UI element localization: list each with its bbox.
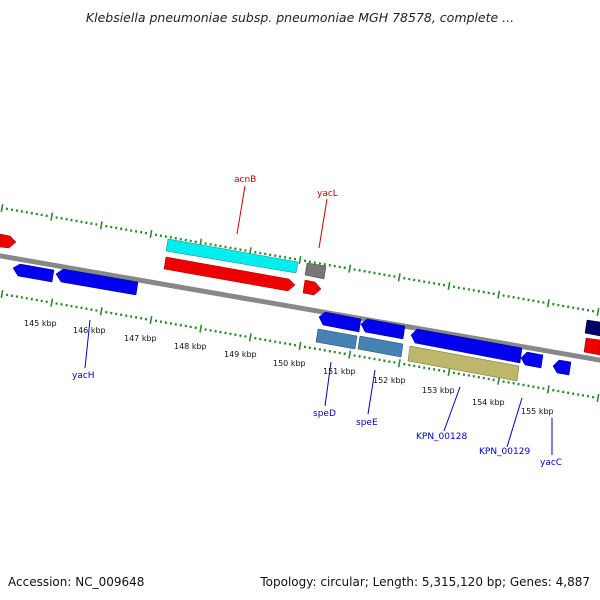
major-tick: [99, 307, 103, 316]
major-tick: [248, 333, 252, 342]
gene-arrow-yacL[interactable]: [302, 279, 322, 296]
gene-arrow-KPN-00128[interactable]: [410, 328, 523, 364]
gene-label-yacC[interactable]: yacC: [540, 458, 562, 468]
genome-backbone: [0, 253, 600, 363]
major-tick: [50, 298, 54, 307]
gene-arrow-right-edge-forward[interactable]: [583, 337, 600, 356]
kbp-label: 152 kbp: [373, 376, 406, 385]
gene-label-KPN-00128[interactable]: KPN_00128: [416, 432, 467, 442]
gene-arrow-left-1[interactable]: [12, 263, 55, 283]
gene-arrow-acnB[interactable]: [163, 256, 296, 292]
major-tick: [298, 255, 302, 265]
gene-arrow-partial-left[interactable]: [0, 233, 17, 249]
accession-text: Accession: NC_009648: [8, 575, 145, 589]
forward-features: [0, 233, 600, 356]
major-tick: [0, 203, 4, 213]
kbp-label: 155 kbp: [521, 407, 554, 416]
kbp-label: 148 kbp: [174, 342, 207, 351]
topology-text: Topology: circular; Length: 5,315,120 bp…: [260, 575, 590, 589]
reverse-tick-track: [0, 289, 600, 403]
major-tick: [348, 264, 352, 273]
map-title: Klebsiella pneumoniae subsp. pneumoniae …: [85, 10, 515, 25]
kbp-label: 147 kbp: [124, 334, 157, 343]
major-tick: [149, 229, 153, 239]
major-tick: [546, 299, 550, 308]
gene-bar-speE-steel[interactable]: [357, 335, 404, 358]
major-tick: [596, 393, 600, 403]
gene-bar-KPN-00128-khaki[interactable]: [407, 345, 520, 382]
kbp-label: 146 kbp: [73, 326, 106, 335]
gene-bar-right-edge-forward[interactable]: [584, 319, 600, 337]
major-tick: [298, 341, 302, 351]
gene-bar-yacL[interactable]: [304, 262, 327, 280]
major-tick: [149, 315, 153, 325]
leader-yacL: [318, 198, 328, 249]
gene-arrow-speE[interactable]: [360, 318, 406, 340]
leader-KPN-00128: [443, 386, 461, 432]
gene-arrow-yacC[interactable]: [552, 359, 572, 376]
major-tick: [50, 212, 54, 221]
kbp-label: 151 kbp: [323, 367, 356, 376]
kbp-label: 145 kbp: [24, 319, 57, 328]
leader-speD: [324, 361, 332, 407]
gene-label-yacH[interactable]: yacH: [72, 371, 95, 381]
gene-label-speD[interactable]: speD: [313, 409, 336, 419]
kbp-label: 154 kbp: [472, 398, 505, 407]
major-tick: [596, 307, 600, 317]
leader-speE: [367, 369, 376, 415]
gene-arrow-yacH[interactable]: [55, 268, 139, 296]
gene-bar-acnB-cyan[interactable]: [165, 238, 299, 274]
gene-label-yacL[interactable]: yacL: [317, 189, 338, 199]
leader-yacH: [84, 319, 91, 369]
gene-label-KPN-00129[interactable]: KPN_00129: [479, 447, 530, 457]
major-tick: [99, 221, 103, 230]
gene-label-speE[interactable]: speE: [356, 418, 378, 428]
gene-arrow-speD[interactable]: [318, 311, 362, 333]
gene-bar-speD-steel[interactable]: [315, 328, 358, 350]
major-tick: [497, 290, 501, 299]
kbp-label: 149 kbp: [224, 350, 257, 359]
kbp-label: 153 kbp: [422, 386, 455, 395]
major-tick: [497, 376, 501, 385]
forward-tick-track: [0, 203, 600, 317]
gene-arrow-KPN-00129[interactable]: [520, 351, 544, 369]
major-tick: [447, 281, 451, 291]
major-tick: [397, 273, 401, 282]
gene-label-acnB[interactable]: acnB: [234, 175, 256, 185]
major-tick: [348, 350, 352, 359]
kbp-label: 150 kbp: [273, 359, 306, 368]
reverse-features: [12, 263, 572, 382]
major-tick: [447, 367, 451, 377]
leader-acnB: [236, 185, 246, 235]
major-tick: [0, 289, 4, 299]
leader-KPN-00129: [506, 397, 523, 448]
major-tick: [546, 385, 550, 394]
major-tick: [199, 324, 203, 333]
major-tick: [397, 359, 401, 368]
